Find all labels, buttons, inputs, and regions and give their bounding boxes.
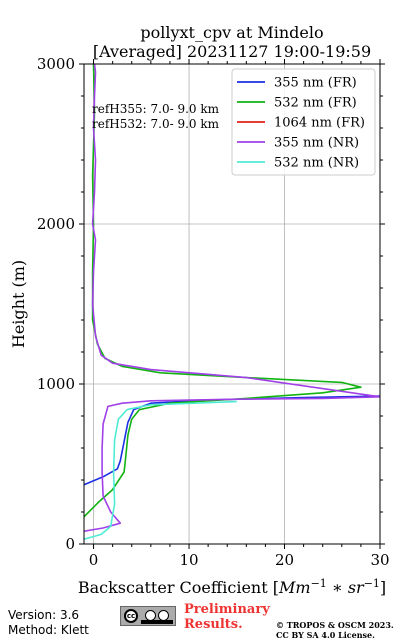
- cc-license-icon: cc: [120, 606, 176, 626]
- copyright-note: © TROPOS & OSCM 2023. CC BY SA 4.0 Licen…: [276, 620, 394, 640]
- annotation-refh532: refH532: 7.0- 9.0 km: [92, 117, 220, 131]
- annotation-refh355: refH355: 7.0- 9.0 km: [92, 102, 220, 116]
- cc-logo-icon: cc: [124, 609, 138, 623]
- legend-label: 532 nm (FR): [274, 96, 357, 111]
- cc-label-strip: [141, 620, 173, 624]
- y-tick-label: 3000: [37, 55, 75, 73]
- series-line-4: [84, 400, 237, 540]
- copyright-line-1: © TROPOS & OSCM 2023.: [276, 620, 394, 630]
- series-line-3: [84, 64, 380, 532]
- legend-box: [231, 68, 376, 176]
- y-axis-label: Height (m): [9, 260, 28, 348]
- axis-ticks: 0 10 20 30 0 1000 2000 3000: [37, 55, 390, 569]
- legend-label: 355 nm (FR): [274, 76, 357, 91]
- version-text: Version: 3.6: [8, 608, 80, 622]
- y-tick-label: 0: [65, 535, 75, 553]
- plot-frame: [83, 63, 381, 545]
- method-text: Method: Klett: [8, 623, 89, 637]
- chart-title-line2: [Averaged] 20231127 19:00-19:59: [93, 42, 371, 61]
- x-tick-label: 20: [275, 551, 294, 569]
- y-tick-label: 2000: [37, 215, 75, 233]
- y-tick-label: 1000: [37, 375, 75, 393]
- chart: pollyxt_cpv at Mindelo [Averaged] 202311…: [9, 23, 390, 597]
- legend-label: 532 nm (NR): [274, 156, 359, 171]
- chart-title-line1: pollyxt_cpv at Mindelo: [140, 23, 323, 42]
- prelim-line-1: Preliminary: [184, 602, 270, 617]
- series-line-1: [84, 64, 362, 518]
- preliminary-results-note: Preliminary Results.: [184, 602, 270, 632]
- legend-label: 1064 nm (FR): [274, 116, 365, 131]
- prelim-line-2: Results.: [184, 617, 243, 632]
- x-tick-label: 0: [89, 551, 99, 569]
- legend: 355 nm (FR) 532 nm (FR) 1064 nm (FR) 355 nm…: [231, 68, 376, 176]
- legend-label: 355 nm (NR): [274, 136, 359, 151]
- x-axis-label: Backscatter Coefficient [Mm−1 ∗ sr−1]: [78, 577, 386, 597]
- x-tick-label: 10: [179, 551, 198, 569]
- plot-series: [84, 64, 380, 540]
- copyright-line-2: CC BY SA 4.0 License.: [276, 630, 375, 640]
- x-tick-label: 30: [370, 551, 389, 569]
